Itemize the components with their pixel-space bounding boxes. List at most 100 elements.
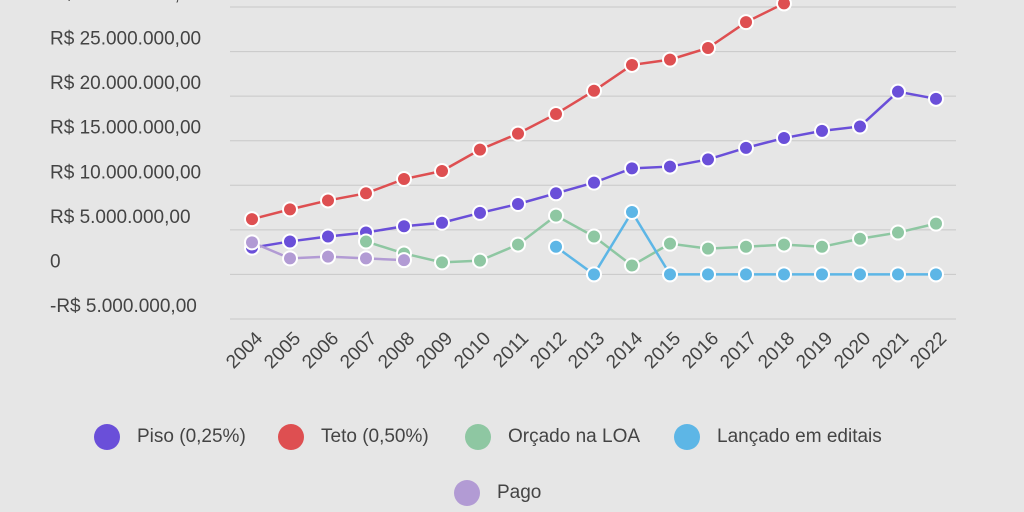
x-tick-label: 2021 <box>868 328 913 373</box>
legend-marker[interactable] <box>278 424 304 450</box>
data-point <box>624 257 640 274</box>
data-point <box>662 266 678 283</box>
legend-marker[interactable] <box>454 480 480 506</box>
data-point <box>244 211 260 228</box>
legend-label[interactable]: Pago <box>497 482 541 503</box>
data-point <box>548 207 564 224</box>
series-line <box>365 214 937 268</box>
data-point <box>928 90 944 107</box>
data-point <box>244 234 260 251</box>
y-tick-label: R$ 5.000.000,00 <box>50 207 191 228</box>
x-tick-label: 2017 <box>716 328 761 373</box>
x-tick-label: 2006 <box>298 328 343 373</box>
data-point <box>700 266 716 283</box>
data-point <box>776 130 792 147</box>
data-point <box>434 214 450 231</box>
x-tick-label: 2012 <box>526 328 571 373</box>
data-point <box>852 266 868 283</box>
data-point <box>738 14 754 31</box>
y-tick-label: -R$ 5.000.000,00 <box>50 296 197 317</box>
x-tick-label: 2009 <box>412 328 457 373</box>
data-point <box>510 125 526 142</box>
y-tick-label: R$ 20.000.000,00 <box>50 73 201 94</box>
data-point <box>396 218 412 235</box>
legend-marker[interactable] <box>674 424 700 450</box>
data-point <box>510 196 526 213</box>
data-point <box>814 238 830 255</box>
data-point <box>852 230 868 247</box>
data-point <box>700 40 716 57</box>
data-point <box>320 192 336 209</box>
data-point <box>700 151 716 168</box>
legend-marker[interactable] <box>94 424 120 450</box>
data-point <box>738 266 754 283</box>
legend-label[interactable]: Piso (0,25%) <box>137 426 246 447</box>
data-point <box>586 228 602 245</box>
y-tick-label: R$ 25.000.000,00 <box>50 29 201 50</box>
data-point <box>738 238 754 255</box>
data-point <box>320 248 336 265</box>
legend-label[interactable]: Orçado na LOA <box>508 426 640 447</box>
series-line <box>251 2 785 221</box>
data-point <box>738 139 754 156</box>
x-tick-label: 2019 <box>792 328 837 373</box>
x-tick-label: 2020 <box>830 328 875 373</box>
data-point <box>890 224 906 241</box>
data-point <box>548 238 564 255</box>
data-point <box>814 266 830 283</box>
data-point <box>282 250 298 267</box>
data-point <box>586 174 602 191</box>
data-point <box>472 204 488 221</box>
data-point <box>358 233 374 250</box>
data-point <box>548 185 564 202</box>
data-point <box>700 240 716 257</box>
x-tick-label: 2007 <box>336 328 381 373</box>
x-tick-label: 2013 <box>564 328 609 373</box>
x-tick-label: 2022 <box>906 328 951 373</box>
data-point <box>434 254 450 271</box>
data-point <box>624 160 640 177</box>
x-tick-label: 2018 <box>754 328 799 373</box>
x-tick-label: 2016 <box>678 328 723 373</box>
data-point <box>890 83 906 100</box>
data-point <box>852 118 868 135</box>
x-tick-label: 2015 <box>640 328 685 373</box>
legend-marker[interactable] <box>465 424 491 450</box>
data-point <box>472 141 488 158</box>
data-point <box>358 185 374 202</box>
data-point <box>662 158 678 175</box>
data-point <box>624 56 640 73</box>
x-tick-label: 2005 <box>260 328 305 373</box>
data-point <box>776 266 792 283</box>
data-point <box>358 250 374 267</box>
y-tick-label: R$ 15.000.000,00 <box>50 118 201 139</box>
x-tick-label: 2004 <box>222 328 267 373</box>
data-point <box>776 0 792 12</box>
data-point <box>396 171 412 188</box>
x-tick-label: 2010 <box>450 328 495 373</box>
data-point <box>396 252 412 269</box>
data-point <box>662 235 678 252</box>
data-point <box>320 228 336 245</box>
legend-label[interactable]: Lançado em editais <box>717 426 882 447</box>
data-point <box>548 105 564 122</box>
x-tick-label: 2014 <box>602 328 647 373</box>
y-tick-label: R$ 10.000.000,00 <box>50 162 201 183</box>
y-tick-label: 0 <box>50 251 61 272</box>
data-point <box>282 233 298 250</box>
series-line <box>251 90 937 249</box>
data-point <box>890 266 906 283</box>
data-point <box>472 252 488 269</box>
x-tick-label: 2008 <box>374 328 419 373</box>
data-point <box>510 236 526 253</box>
data-point <box>928 266 944 283</box>
data-point <box>662 51 678 68</box>
data-point <box>814 122 830 139</box>
y-tick-label: R$ 30.000.000,00 <box>50 0 201 5</box>
data-point <box>928 215 944 232</box>
data-point <box>624 204 640 221</box>
legend-label[interactable]: Teto (0,50%) <box>321 426 429 447</box>
data-point <box>586 266 602 283</box>
